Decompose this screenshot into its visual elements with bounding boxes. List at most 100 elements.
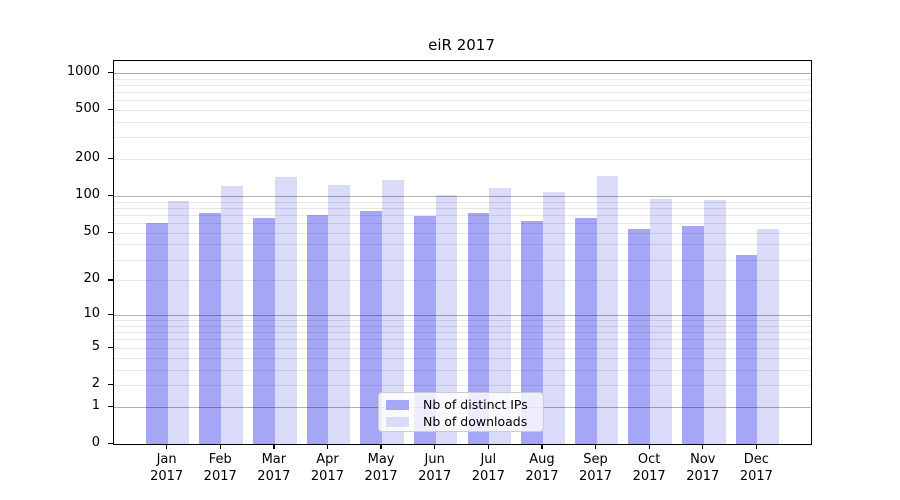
bar-distinct-ips-jul — [467, 212, 490, 444]
bar-downloads-jan — [167, 200, 190, 444]
y-tick-label-1: 1 — [91, 397, 100, 413]
x-tick-label-dec: Dec 2017 — [739, 452, 773, 484]
y-tick-label-10: 10 — [83, 306, 100, 322]
bar-downloads-mar — [274, 177, 297, 444]
x-tick-label-nov: Nov 2017 — [686, 452, 720, 484]
x-tick-label-feb: Feb 2017 — [203, 452, 237, 484]
x-tick-label-jul: Jul 2017 — [471, 452, 505, 484]
y-tick-mark-500 — [108, 109, 113, 111]
x-tick-label-sep: Sep 2017 — [578, 452, 613, 484]
y-tick-label-100: 100 — [75, 187, 100, 203]
x-tick-label-aug: Aug 2017 — [525, 452, 559, 484]
bar-distinct-ips-oct — [628, 228, 651, 444]
y-tick-mark-5 — [108, 346, 113, 349]
gridline-4 — [114, 357, 811, 359]
legend-item-distinct-ips: Nb of distinct IPs — [379, 396, 543, 413]
bar-downloads-jun — [435, 195, 458, 444]
gridline-400 — [114, 121, 811, 123]
bar-downloads-may — [382, 179, 404, 444]
gridline-800 — [114, 84, 811, 86]
y-tick-label-20: 20 — [83, 271, 100, 287]
gridline-70 — [114, 214, 811, 216]
y-tick-label-200: 200 — [75, 150, 100, 166]
x-tick-mark-jun — [434, 444, 436, 449]
bar-distinct-ips-jun — [413, 215, 436, 444]
chart-title: eiR 2017 — [428, 36, 495, 54]
x-tick-label-mar: Mar 2017 — [257, 452, 291, 484]
x-tick-label-jun: Jun 2017 — [418, 452, 452, 484]
bar-downloads-feb — [221, 186, 244, 444]
gridline-40 — [114, 244, 811, 246]
x-tick-mark-nov — [702, 444, 704, 449]
gridline-700 — [114, 91, 811, 93]
y-tick-mark-100 — [108, 195, 113, 197]
legend-item-downloads: Nb of downloads — [379, 413, 543, 430]
gridline-3 — [114, 369, 811, 371]
x-tick-label-may: May 2017 — [364, 452, 398, 484]
gridline-300 — [114, 137, 811, 139]
gridline-8 — [114, 325, 811, 327]
x-tick-mark-aug — [541, 444, 543, 449]
bar-downloads-dec — [757, 228, 780, 444]
bar-distinct-ips-aug — [521, 221, 543, 444]
x-tick-label-jan: Jan 2017 — [150, 452, 184, 484]
y-tick-label-0: 0 — [91, 435, 100, 450]
x-tick-mark-sep — [594, 444, 597, 449]
bar-distinct-ips-sep — [574, 218, 597, 444]
bar-distinct-ips-may — [360, 210, 383, 444]
y-tick-mark-50 — [108, 231, 113, 234]
x-tick-mark-dec — [755, 444, 758, 449]
y-tick-mark-0 — [108, 443, 113, 445]
gridline-7 — [114, 332, 811, 334]
bar-distinct-ips-feb — [199, 212, 222, 444]
y-tick-mark-2 — [108, 383, 113, 386]
gridline-500 — [114, 110, 811, 112]
bar-distinct-ips-dec — [735, 254, 758, 444]
y-tick-mark-200 — [108, 158, 113, 160]
gridline-30 — [114, 259, 811, 261]
gridline-50 — [114, 232, 811, 234]
gridline-80 — [114, 207, 811, 209]
legend-swatch-downloads — [386, 416, 409, 427]
y-tick-mark-1 — [108, 405, 113, 408]
bar-distinct-ips-nov — [681, 225, 704, 444]
x-tick-label-apr: Apr 2017 — [310, 452, 344, 484]
gridline-2 — [114, 384, 811, 386]
y-tick-label-500: 500 — [75, 101, 100, 117]
gridline-20 — [114, 280, 811, 282]
y-tick-label-1000: 1000 — [66, 63, 100, 79]
gridline-6 — [114, 339, 811, 341]
x-tick-mark-oct — [648, 444, 650, 449]
gridline-600 — [114, 100, 811, 102]
x-tick-mark-may — [380, 444, 382, 449]
x-tick-mark-mar — [273, 444, 275, 449]
gridline-100 — [114, 196, 811, 198]
bar-distinct-ips-apr — [306, 215, 329, 444]
gridline-200 — [114, 159, 811, 161]
legend: Nb of distinct IPs Nb of downloads — [378, 392, 544, 432]
gridline-10 — [114, 315, 811, 317]
x-tick-mark-jul — [487, 444, 489, 449]
x-tick-mark-apr — [326, 444, 329, 449]
legend-label: Nb of downloads — [423, 414, 528, 429]
y-tick-label-2: 2 — [91, 375, 100, 391]
y-tick-mark-20 — [108, 279, 113, 281]
y-tick-mark-10 — [108, 314, 113, 316]
y-tick-mark-1000 — [108, 71, 113, 74]
y-tick-label-50: 50 — [83, 223, 100, 239]
bar-distinct-ips-mar — [253, 218, 275, 444]
plot-area — [113, 60, 812, 445]
gridline-9 — [114, 320, 811, 322]
x-tick-mark-feb — [219, 444, 221, 449]
gridline-900 — [114, 78, 811, 80]
gridline-60 — [114, 223, 811, 225]
bar-downloads-oct — [650, 199, 672, 444]
gridline-5 — [114, 347, 811, 349]
bar-downloads-aug — [542, 192, 565, 444]
x-tick-mark-jan — [166, 444, 168, 449]
bar-downloads-nov — [703, 199, 726, 444]
bar-distinct-ips-jan — [145, 223, 168, 444]
legend-swatch-distinct-ips — [386, 399, 409, 410]
bar-downloads-sep — [596, 175, 619, 444]
